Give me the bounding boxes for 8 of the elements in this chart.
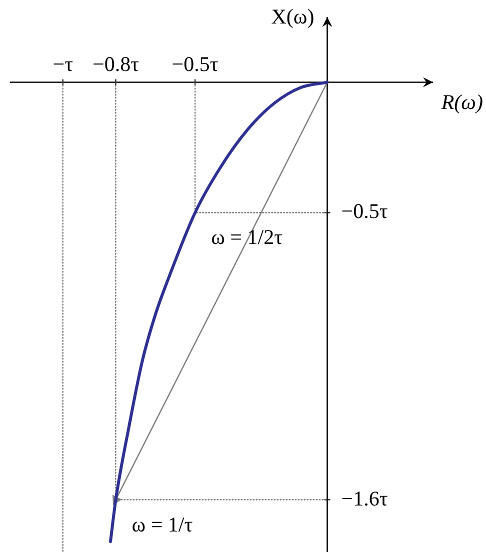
- y-tick-label: −1.6τ: [341, 486, 388, 510]
- x-axis-title: R(ω): [440, 90, 483, 114]
- y-axis-title: X(ω): [271, 4, 314, 29]
- annotation: ω = 1/τ: [132, 512, 193, 536]
- annotation: ω = 1/2τ: [211, 225, 283, 250]
- x-tick-label: −0.5τ: [172, 52, 218, 76]
- x-tick-label: −0.8τ: [92, 52, 140, 76]
- x-tick-label: −τ: [52, 52, 74, 76]
